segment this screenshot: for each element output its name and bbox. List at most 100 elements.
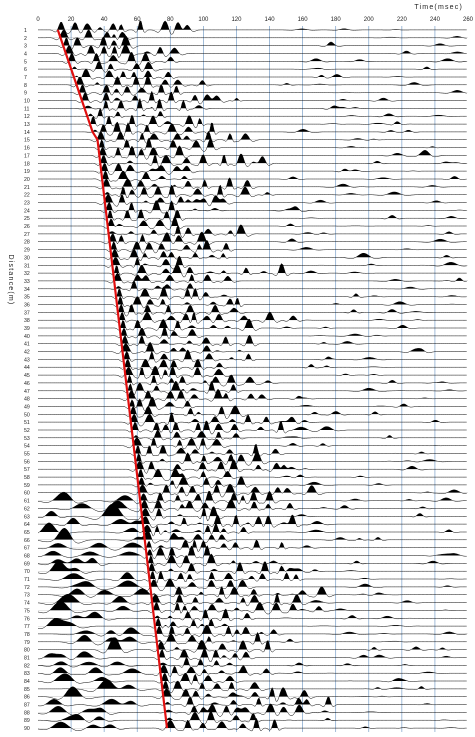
trace-fill (38, 444, 468, 454)
trace-line (38, 184, 467, 199)
trace-label: 72 (24, 585, 30, 591)
trace-fill (47, 539, 333, 548)
trace-line (38, 130, 467, 144)
trace-label: 9 (24, 91, 27, 97)
trace-line (38, 319, 467, 332)
trace-label: 86 (24, 695, 30, 701)
trace-fill (38, 553, 468, 564)
trace-line (38, 711, 467, 725)
trace-fill (55, 594, 414, 603)
x-tick-label: 240 (430, 17, 441, 23)
trace-line (38, 467, 467, 481)
trace-fill (131, 420, 335, 430)
trace-line (38, 29, 467, 41)
trace-line (38, 209, 467, 223)
trace-line (37, 490, 467, 506)
trace-label: 66 (24, 538, 30, 544)
trace-fill (91, 154, 462, 164)
trace-fill (38, 637, 468, 650)
first-break-pick (56, 29, 169, 729)
trace-line (37, 664, 467, 678)
trace-fill (38, 335, 468, 344)
trace-fill (38, 686, 468, 697)
trace-fill (111, 311, 423, 321)
trace-label: 60 (24, 491, 30, 497)
trace-line (38, 631, 467, 646)
trace-line (38, 200, 467, 214)
trace-label: 74 (24, 601, 30, 607)
trace-fill (107, 224, 454, 234)
trace-label: 53 (24, 436, 30, 442)
trace-line (37, 696, 467, 708)
trace-label: 4 (24, 51, 27, 57)
trace-label: 77 (24, 624, 30, 630)
grid-lines (70, 26, 436, 732)
trace-fill (38, 122, 468, 132)
x-tick-label: 220 (397, 17, 408, 23)
trace-label: 10 (24, 99, 30, 105)
trace-line (38, 162, 467, 176)
trace-label: 22 (24, 193, 30, 199)
x-tick-label: 260 (463, 17, 474, 23)
trace-label: 27 (24, 232, 30, 238)
trace-line (37, 560, 467, 575)
trace-label: 19 (24, 169, 30, 175)
trace-line (38, 52, 467, 66)
trace-label: 81 (24, 655, 30, 661)
trace-fill (38, 35, 468, 46)
trace-fill (38, 263, 468, 274)
x-tick-label: 0 (36, 17, 40, 23)
trace-fill (70, 84, 465, 93)
trace-fill (38, 586, 468, 595)
x-tick-label: 20 (68, 17, 75, 23)
trace-fill (68, 578, 453, 587)
trace-label: 75 (24, 608, 30, 614)
trace-label: 87 (24, 703, 30, 709)
trace-fill (38, 430, 468, 438)
trace-label: 35 (24, 295, 30, 301)
trace-label: 42 (24, 350, 30, 356)
trace-label: 37 (24, 310, 30, 316)
x-tick-label: 60 (134, 17, 141, 23)
trace-label: 43 (24, 357, 30, 363)
trace-label: 61 (24, 499, 30, 505)
trace-line (38, 483, 467, 498)
trace-line (38, 272, 467, 284)
trace-fill (38, 359, 468, 368)
trace-label: 15 (24, 138, 30, 144)
trace-line (38, 451, 467, 466)
trace-label: 89 (24, 718, 30, 724)
trace-line (38, 585, 467, 599)
trace-line (38, 366, 467, 380)
trace-fill (38, 217, 468, 227)
trace-label: 38 (24, 318, 30, 324)
trace-label: 29 (24, 248, 30, 254)
trace-fill (38, 194, 468, 203)
trace-fill (38, 499, 468, 509)
trace-fill (112, 366, 378, 376)
trace-line (38, 20, 467, 35)
trace-fill (38, 145, 468, 156)
trace-line (38, 68, 467, 80)
trace-fill (51, 44, 466, 54)
trace-label: 90 (24, 726, 30, 732)
trace-fill (38, 374, 468, 383)
trace-fill (114, 281, 433, 289)
trace-line (38, 84, 467, 96)
trace-label: 50 (24, 412, 30, 418)
trace-label: 47 (24, 389, 30, 395)
trace-line (38, 326, 467, 340)
trace-fill (38, 249, 468, 258)
trace-line (38, 35, 467, 51)
trace-line (37, 601, 467, 615)
trace-label: 32 (24, 271, 30, 277)
trace-fill (96, 256, 460, 266)
trace-fill (38, 389, 468, 399)
trace-fill (52, 665, 437, 674)
trace-fill (68, 52, 456, 62)
trace-wiggles (37, 20, 468, 732)
trace-label: 44 (24, 365, 30, 371)
trace-fill (95, 185, 427, 195)
trace-fill (39, 522, 454, 532)
trace-label: 58 (24, 475, 30, 481)
